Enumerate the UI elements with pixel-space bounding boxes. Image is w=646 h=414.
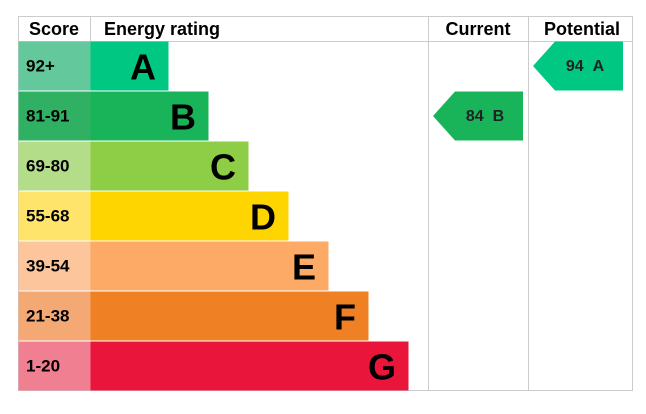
current-arrow — [433, 91, 523, 141]
rating-letter: E — [292, 247, 316, 288]
header-score: Score — [29, 19, 79, 39]
score-label: 69-80 — [26, 157, 69, 176]
rating-letter: G — [368, 347, 396, 388]
score-label: 81-91 — [26, 107, 69, 126]
header-rating: Energy rating — [104, 19, 220, 39]
score-cell — [18, 141, 91, 191]
potential-rating: A — [593, 58, 605, 75]
score-cell — [18, 341, 91, 391]
current-value: 84 — [466, 108, 484, 125]
score-cell — [18, 191, 91, 241]
rating-bar — [90, 191, 289, 241]
potential-label: 94 A — [566, 58, 605, 75]
score-cell — [18, 291, 91, 341]
header-potential: Potential — [544, 19, 620, 39]
score-label: 39-54 — [26, 257, 70, 276]
score-label: 1-20 — [26, 357, 60, 376]
score-cell — [18, 91, 91, 141]
rating-bar — [90, 91, 209, 141]
rating-letter: D — [250, 197, 276, 238]
rating-letter: B — [170, 97, 196, 138]
current-label: 84 B — [466, 108, 504, 125]
score-label: 55-68 — [26, 207, 69, 226]
score-cell — [18, 41, 91, 91]
rating-bar — [90, 241, 329, 291]
rating-letter: A — [130, 47, 156, 88]
rating-letter: C — [210, 147, 236, 188]
header-current: Current — [445, 19, 510, 39]
rating-bar — [90, 291, 369, 341]
current-rating: B — [493, 108, 505, 125]
rating-bar — [90, 141, 249, 191]
rating-bar — [90, 341, 409, 391]
score-cell — [18, 241, 91, 291]
potential-value: 94 — [566, 58, 584, 75]
rating-bar — [90, 41, 169, 91]
potential-arrow — [533, 41, 623, 91]
score-label: 92+ — [26, 57, 55, 76]
score-label: 21-38 — [26, 307, 69, 326]
rating-letter: F — [334, 297, 356, 338]
